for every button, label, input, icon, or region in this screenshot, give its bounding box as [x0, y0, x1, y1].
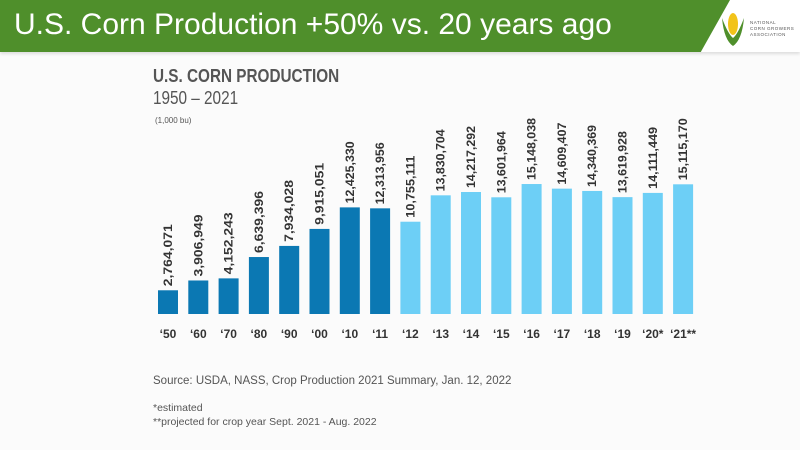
x-tick-label: ‘16	[523, 327, 540, 341]
bar	[430, 195, 451, 314]
data-label: 14,111,449	[646, 127, 660, 189]
bar	[339, 207, 360, 314]
data-label: 14,609,407	[555, 122, 569, 184]
data-label: 2,764,071	[161, 224, 175, 286]
bar	[188, 280, 209, 314]
logo-line: NATIONAL	[750, 20, 777, 25]
data-label: 13,830,704	[434, 129, 448, 191]
bar	[491, 197, 512, 314]
data-label: 13,601,964	[494, 131, 508, 193]
data-label: 9,915,051	[313, 163, 327, 225]
chart-title: U.S. CORN PRODUCTION	[153, 66, 340, 86]
x-tick-label: ‘14	[463, 327, 480, 341]
bar	[248, 257, 269, 314]
bar	[551, 188, 572, 314]
slide-title: U.S. Corn Production +50% vs. 20 years a…	[14, 8, 612, 41]
logo-line: ASSOCIATION	[750, 32, 786, 37]
estimated-note: *estimated	[153, 402, 203, 414]
x-tick-label: ‘17	[554, 327, 571, 341]
data-label: 6,639,396	[252, 191, 266, 253]
x-tick-label: ‘70	[220, 327, 237, 341]
data-label: 15,148,038	[525, 118, 539, 180]
x-tick-label: ‘10	[341, 327, 358, 341]
corn-icon	[722, 13, 744, 46]
x-tick-label: ‘00	[311, 327, 328, 341]
bar	[309, 228, 330, 314]
data-label: 7,934,028	[282, 180, 296, 242]
data-label: 14,340,369	[585, 125, 599, 187]
data-label: 12,313,956	[373, 142, 387, 204]
ncga-logo: NATIONAL CORN GROWERS ASSOCIATION	[718, 8, 798, 48]
bar	[158, 290, 178, 314]
x-tick-label: ‘80	[251, 327, 268, 341]
title-band	[0, 0, 730, 52]
source-note: Source: USDA, NASS, Crop Production 2021…	[153, 375, 512, 387]
bar	[521, 184, 542, 314]
bar	[400, 221, 421, 314]
bar	[582, 190, 603, 314]
x-tick-label: ‘20*	[642, 327, 664, 341]
x-tick-label: ‘90	[281, 327, 298, 341]
data-label: 13,619,928	[616, 131, 630, 193]
data-label: 12,425,330	[343, 141, 357, 203]
chart-subtitle: 1950 – 2021	[153, 88, 239, 108]
x-tick-label: ‘15	[493, 327, 510, 341]
x-tick-label: ‘21**	[670, 327, 696, 341]
bar	[673, 184, 694, 314]
x-tick-label: ‘13	[432, 327, 449, 341]
header: U.S. Corn Production +50% vs. 20 years a…	[0, 0, 800, 52]
x-tick-label: ‘11	[372, 327, 388, 341]
bar	[279, 245, 300, 314]
y-unit-label: (1,000 bu)	[155, 116, 192, 125]
x-tick-label: ‘50	[160, 327, 177, 341]
projected-note: **projected for crop year Sept. 2021 - A…	[153, 416, 377, 428]
x-tick-label: ‘19	[614, 327, 631, 341]
data-label: 14,217,292	[464, 126, 478, 188]
data-label: 10,755,111	[403, 155, 417, 217]
data-label: 3,906,949	[191, 214, 205, 276]
data-label: 15,115,170	[676, 118, 690, 180]
bar	[642, 192, 663, 314]
x-tick-label: ‘60	[190, 327, 207, 341]
logo-line: CORN GROWERS	[750, 26, 795, 31]
x-tick-label: ‘18	[584, 327, 601, 341]
x-tick-label: ‘12	[402, 327, 419, 341]
bar	[218, 278, 239, 314]
bar	[612, 197, 633, 314]
bar	[370, 208, 391, 314]
bar	[461, 192, 481, 314]
data-label: 4,152,243	[222, 212, 236, 274]
